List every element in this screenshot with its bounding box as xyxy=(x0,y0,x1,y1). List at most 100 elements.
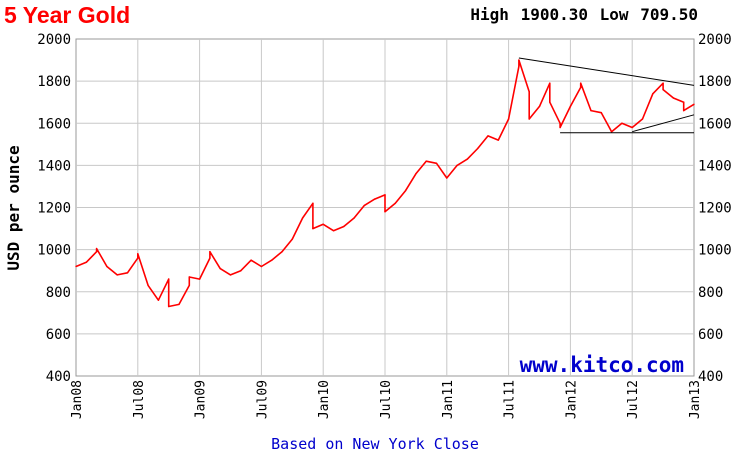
trendline xyxy=(632,114,695,133)
data-point xyxy=(600,112,602,114)
data-point xyxy=(168,278,170,280)
y-tick-label-left: 1800 xyxy=(37,74,71,90)
x-tick-label: Jul12 xyxy=(626,380,641,419)
data-point xyxy=(281,251,283,253)
high-value: 1900.30 xyxy=(520,5,589,24)
y-tick-label-right: 1200 xyxy=(698,201,732,217)
data-point xyxy=(332,229,335,232)
data-point xyxy=(528,118,530,120)
data-point xyxy=(260,265,263,268)
data-point xyxy=(590,109,592,112)
data-point xyxy=(435,162,438,164)
data-point xyxy=(683,101,685,103)
data-point xyxy=(147,284,149,287)
data-point xyxy=(384,194,386,196)
low-value: 709.50 xyxy=(640,5,698,24)
data-point xyxy=(250,259,252,261)
data-point xyxy=(683,109,685,112)
data-point xyxy=(672,97,675,99)
data-point xyxy=(157,299,160,301)
y-tick-label-right: 2000 xyxy=(698,32,732,48)
data-point xyxy=(301,217,304,219)
data-point xyxy=(312,202,314,204)
y-tick-label-right: 400 xyxy=(698,369,723,385)
data-point xyxy=(363,204,366,207)
x-tick-label: Jan12 xyxy=(564,380,579,419)
data-point xyxy=(95,251,98,253)
data-point xyxy=(137,253,139,255)
data-point xyxy=(137,257,139,259)
data-point xyxy=(168,305,170,308)
y-tick-label-right: 1400 xyxy=(698,158,732,174)
data-point xyxy=(126,272,129,274)
data-point xyxy=(528,90,530,93)
high-low-readout: High 1900.30 Low 709.50 xyxy=(468,5,698,24)
data-point xyxy=(652,93,654,95)
data-point xyxy=(477,147,479,150)
data-point xyxy=(425,160,427,162)
y-tick-label-right: 600 xyxy=(698,327,723,343)
data-point xyxy=(209,251,211,253)
data-point xyxy=(188,276,190,278)
data-point xyxy=(559,126,561,129)
data-point xyxy=(198,278,201,280)
y-tick-label-right: 1800 xyxy=(698,74,732,90)
y-tick-label-left: 1400 xyxy=(37,158,71,174)
watermark-text: www.kitco.com xyxy=(520,353,684,377)
x-tick-label: Jul08 xyxy=(132,380,147,419)
data-point xyxy=(85,261,88,263)
data-point xyxy=(693,103,695,105)
data-point xyxy=(291,238,293,240)
data-point xyxy=(580,86,582,89)
y-tick-label-right: 800 xyxy=(698,285,723,301)
y-tick-label-left: 400 xyxy=(46,369,71,385)
chart-title: 5 Year Gold xyxy=(4,2,131,28)
data-point xyxy=(610,130,613,133)
y-tick-label-left: 1000 xyxy=(37,243,71,259)
data-point xyxy=(662,88,664,91)
series-layer xyxy=(75,59,695,308)
data-point xyxy=(106,265,108,268)
data-point xyxy=(404,189,407,192)
x-tick-label: Jul10 xyxy=(379,380,394,419)
data-point xyxy=(415,173,417,175)
data-point xyxy=(518,65,520,68)
x-tick-label: Jan10 xyxy=(317,380,332,419)
x-tick-label: Jul09 xyxy=(255,380,270,419)
data-point xyxy=(549,82,551,84)
data-point xyxy=(538,105,541,108)
data-point xyxy=(343,225,345,228)
data-point xyxy=(497,139,499,141)
x-axis-label: Based on New York Close xyxy=(271,435,479,451)
data-point xyxy=(374,198,376,200)
x-tick-label: Jan13 xyxy=(688,380,703,419)
data-point xyxy=(75,265,77,268)
y-tick-label-right: 1000 xyxy=(698,243,732,259)
data-point xyxy=(487,135,489,137)
y-tick-label-left: 1200 xyxy=(37,201,71,217)
x-tick-label: Jan11 xyxy=(441,380,456,419)
data-point xyxy=(312,227,314,230)
data-point xyxy=(631,126,633,129)
y-axis-label: USD per ounce xyxy=(4,145,23,270)
grid-layer xyxy=(75,38,695,377)
y-tick-label-left: 600 xyxy=(46,327,71,343)
data-point xyxy=(116,274,118,276)
data-point xyxy=(322,223,324,226)
data-point xyxy=(518,59,520,61)
data-point xyxy=(384,211,386,213)
high-label: High xyxy=(470,5,509,24)
y-tick-label-left: 800 xyxy=(46,285,71,301)
data-point xyxy=(178,303,180,306)
data-point xyxy=(580,82,582,84)
data-point xyxy=(229,274,232,276)
trendline xyxy=(518,57,695,86)
x-tick-label: Jan09 xyxy=(194,380,209,419)
data-point xyxy=(209,257,211,259)
data-point xyxy=(353,217,355,219)
x-tick-label: Jul11 xyxy=(503,380,518,419)
data-point xyxy=(95,247,98,250)
x-tick-label: Jan08 xyxy=(70,380,85,419)
data-point xyxy=(456,164,458,167)
